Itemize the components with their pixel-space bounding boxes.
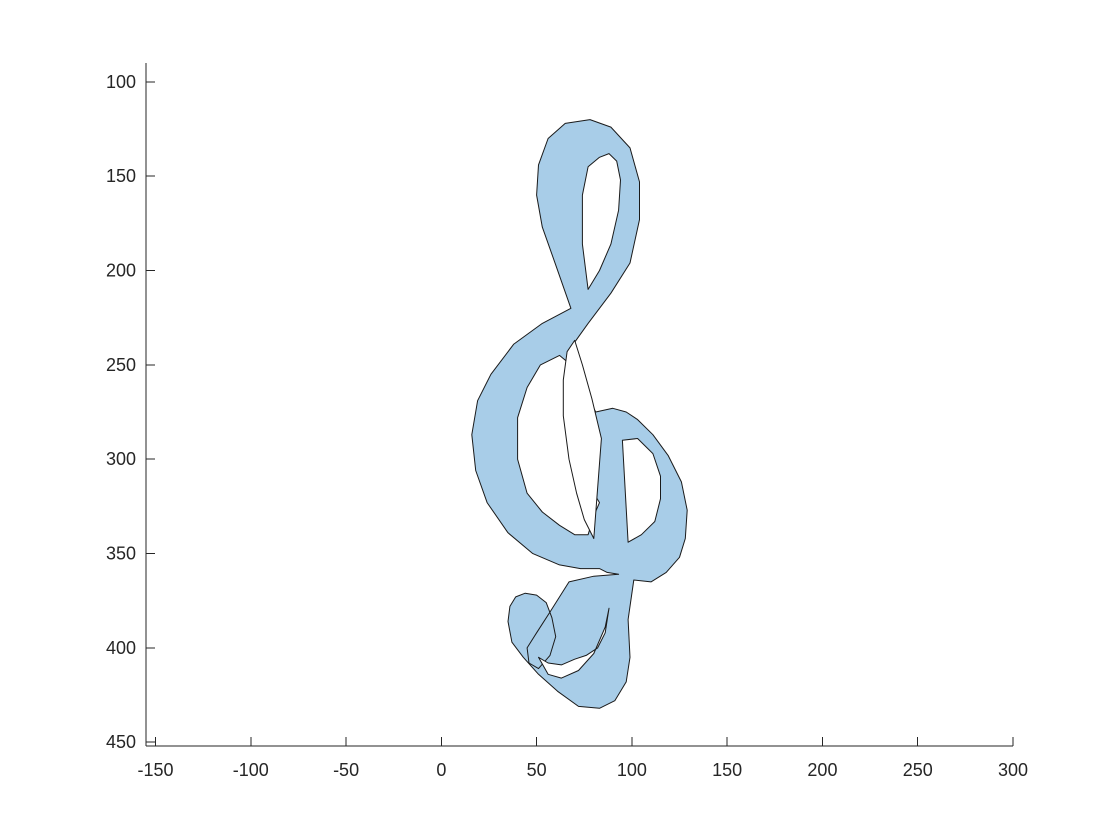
treble-clef-shape	[471, 119, 688, 709]
clef-hole-3	[562, 339, 602, 539]
clef-hole-4	[621, 438, 661, 543]
y-tick-label: 100	[106, 72, 136, 92]
x-tick-label: 150	[712, 760, 742, 780]
x-tick-label: -100	[233, 760, 269, 780]
y-tick-label: 400	[106, 638, 136, 658]
y-tick-label: 300	[106, 449, 136, 469]
x-tick-label: 50	[527, 760, 547, 780]
clef-hole-1	[581, 153, 621, 290]
x-tick-label: -150	[138, 760, 174, 780]
x-tick-label: 300	[998, 760, 1028, 780]
y-tick-label: 200	[106, 261, 136, 281]
x-tick-label: -50	[333, 760, 359, 780]
y-tick-label: 150	[106, 166, 136, 186]
y-tick-label: 250	[106, 355, 136, 375]
clef-hole-5	[538, 607, 610, 679]
x-tick-label: 0	[436, 760, 446, 780]
x-tick-label: 100	[617, 760, 647, 780]
x-tick-label: 250	[903, 760, 933, 780]
y-tick-label: 450	[106, 732, 136, 752]
x-tick-label: 200	[807, 760, 837, 780]
y-tick-label: 350	[106, 544, 136, 564]
